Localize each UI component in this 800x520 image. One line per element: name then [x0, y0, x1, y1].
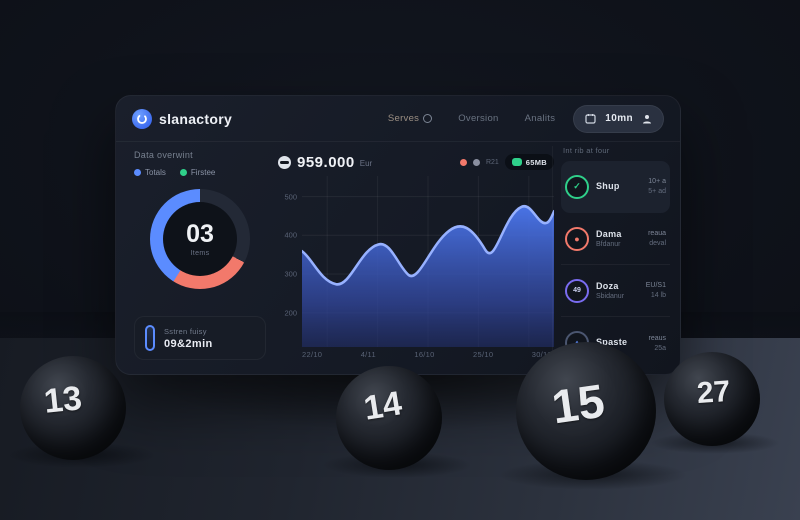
y-axis: 500 400 300 200	[278, 176, 302, 347]
sphere-number: 15	[548, 373, 608, 433]
donut-chart: 03 Items	[150, 189, 250, 289]
logo: slanactory	[132, 108, 233, 129]
status-value: 09&2min	[164, 337, 213, 350]
check-icon: ✓	[565, 174, 589, 199]
sphere-number: 27	[696, 374, 732, 411]
chart-plot-area	[302, 176, 554, 347]
badge-label: 65MB	[525, 157, 547, 167]
nav-item-oversion[interactable]: Oversion	[458, 113, 499, 124]
item-sub: Sbidanur	[596, 293, 625, 300]
blue-dot-icon	[134, 169, 141, 176]
muted-dot-icon	[472, 158, 480, 166]
target-icon: ●	[565, 226, 589, 251]
donut-legend: Totals Firstee	[134, 168, 266, 177]
sphere-27: 27	[664, 352, 760, 446]
chart-badge-toggle[interactable]: 65MB	[504, 154, 554, 170]
x-tick: 30/10	[531, 350, 552, 359]
date-picker-button[interactable]: 10mn	[573, 104, 664, 133]
legend-item-blue: Totals	[134, 168, 166, 177]
chart-amount: 959.000	[297, 153, 355, 171]
item-value: 5+ ad	[648, 188, 666, 195]
overview-header: Data overwint	[134, 150, 193, 160]
salmon-dot-icon	[459, 158, 467, 166]
x-axis: 22/10 4/11 16/10 25/10 30/10	[278, 347, 554, 362]
user-icon	[643, 114, 651, 123]
item-value: 10+ a	[648, 178, 666, 185]
y-tick: 500	[284, 192, 297, 202]
chart-mini-label: R21	[485, 158, 499, 166]
green-toggle-icon	[511, 158, 522, 166]
donut-caption: Items	[190, 249, 210, 257]
item-value: EU/S1	[645, 282, 666, 289]
status-label: Sstren fuisy	[164, 326, 207, 336]
list-item[interactable]: ✓ Shup 10+ a 5+ ad	[561, 161, 670, 213]
item-label: Doza	[596, 281, 619, 291]
main-chart-section: 959.000 Eur R21 65MB 500 400 300 200	[278, 150, 554, 362]
x-tick: 16/10	[414, 350, 435, 359]
item-value: 14 lb	[650, 292, 666, 299]
list-item[interactable]: ● Dama Bfdanur reaua deval	[561, 213, 670, 265]
x-tick: 25/10	[473, 350, 494, 359]
y-tick: 300	[284, 269, 297, 279]
x-tick: 22/10	[302, 350, 323, 359]
sphere-number: 14	[361, 383, 405, 428]
sphere-13: 13	[20, 356, 126, 460]
nav-links: Serves Oversion Analits	[388, 113, 555, 124]
legend-item-green: Firstee	[179, 168, 215, 177]
date-label: 10mn	[605, 113, 633, 124]
calendar-icon	[585, 114, 596, 124]
item-value: 25a	[654, 344, 666, 352]
sphere-14: 14	[336, 366, 442, 470]
overview-section: Data overwint Totals Firstee 03 Items S	[134, 150, 266, 362]
item-label: Dama	[596, 229, 622, 239]
items-list-section: Int rib at four ✓ Shup 10+ a 5+ ad ● Dam…	[552, 146, 670, 364]
list-header: Int rib at four	[563, 146, 610, 155]
y-tick: 200	[284, 308, 297, 318]
logo-text: slanactory	[159, 110, 233, 127]
status-card[interactable]: Sstren fuisy 09&2min	[134, 316, 266, 360]
x-tick: 4/11	[360, 350, 376, 359]
chart-legend: R21 65MB	[459, 154, 554, 170]
sphere-15: 15	[516, 342, 656, 480]
item-value: reaua	[648, 230, 666, 237]
coin-icon	[278, 155, 291, 169]
logo-icon	[132, 108, 152, 129]
y-tick: 400	[284, 230, 297, 240]
chart-currency: Eur	[359, 159, 373, 168]
donut-value: 03	[186, 219, 214, 248]
top-nav: slanactory Serves Oversion Analits 10mn	[116, 96, 680, 142]
item-label: Shup	[596, 180, 620, 191]
item-value: deval	[649, 240, 666, 247]
green-dot-icon	[179, 169, 187, 176]
item-sub: Bfdanur	[596, 241, 621, 248]
nav-item-serves[interactable]: Serves	[388, 113, 433, 124]
battery-pill-icon	[145, 325, 155, 351]
list-item[interactable]: 49 Doza Sbidanur EU/S1 14 lb	[561, 265, 670, 317]
item-value: reaus	[648, 334, 666, 342]
nav-badge-icon	[423, 114, 433, 123]
area-chart: 500 400 300 200	[278, 176, 554, 347]
nav-item-analits[interactable]: Analits	[524, 113, 556, 124]
sphere-number: 13	[42, 378, 84, 421]
item-label: Spaste	[596, 337, 628, 347]
dashboard-panel: slanactory Serves Oversion Analits 10mn …	[115, 95, 681, 375]
badge-icon: 49	[565, 278, 589, 303]
